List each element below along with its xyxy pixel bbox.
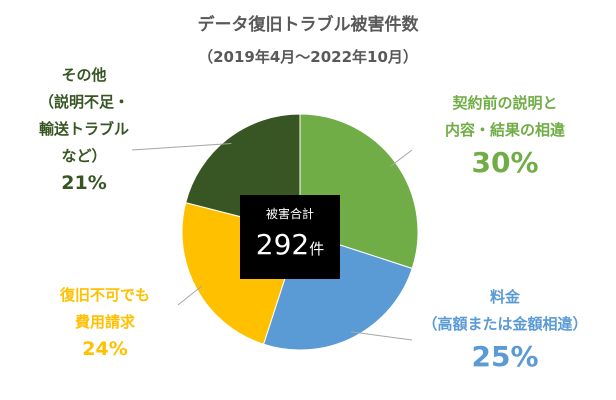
slice-value-fee: 25% <box>471 340 539 373</box>
slice-label-contract-line1: 契約前の説明と <box>452 94 558 112</box>
slice-label-fee-line1: 料金 <box>489 288 520 306</box>
slice-label-contract-line2: 内容・結果の相違 <box>444 121 565 139</box>
slice-label-unrecoverable: 復旧不可でも 費用請求 24% <box>30 282 180 363</box>
total-number: 292 <box>255 228 310 261</box>
slice-value-contract: 30% <box>471 146 539 179</box>
slice-value-unrecoverable: 24% <box>82 338 128 360</box>
slice-label-other-line3: 輸送トラブル <box>38 120 129 138</box>
slice-unrecoverable-leader-line <box>177 285 203 306</box>
slice-label-other-line1: その他 <box>61 66 107 84</box>
slice-label-fee: 料金 （高額または金額相違） 25% <box>395 284 615 376</box>
total-value: 292件 <box>240 228 340 261</box>
chart-subtitle: （2019年4月～2022年10月） <box>198 48 418 66</box>
total-box: 被害合計 292件 <box>240 195 340 279</box>
slice-label-fee-line2: （高額または金額相違） <box>422 315 588 333</box>
slice-label-other-line2: （説明不足・ <box>38 93 129 111</box>
chart-title: データ復旧トラブル被害件数 <box>197 15 419 35</box>
total-unit: 件 <box>309 240 325 258</box>
slice-label-other: その他 （説明不足・ 輸送トラブル など） 21% <box>20 62 148 197</box>
slice-fee-leader-line <box>350 331 413 341</box>
slice-value-other: 21% <box>61 172 107 194</box>
slice-label-unrecoverable-line1: 復旧不可でも <box>59 286 150 304</box>
slice-label-other-line4: など） <box>61 147 107 165</box>
total-caption: 被害合計 <box>265 207 314 221</box>
slice-contract-leader-line <box>390 149 413 167</box>
slice-label-unrecoverable-line2: 費用請求 <box>74 313 135 331</box>
slice-label-contract: 契約前の説明と 内容・結果の相違 30% <box>405 90 605 182</box>
slice-other-leader-line <box>131 143 232 151</box>
